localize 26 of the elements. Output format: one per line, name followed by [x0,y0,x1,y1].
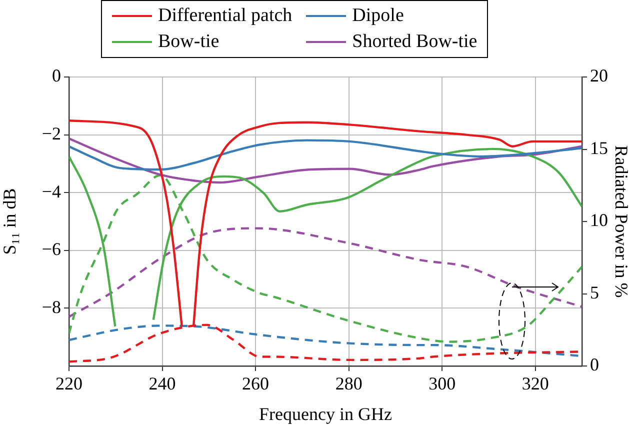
x-axis-title: Frequency in GHz [259,404,392,424]
legend-label: Bow-tie [158,31,220,53]
legend-label: Differential patch [158,5,292,27]
line-series [69,227,582,318]
x-tick-label: 280 [335,374,362,394]
y2-tick-label: 15 [590,138,608,158]
y2-tick-label: 20 [590,66,608,86]
line-series [69,137,582,184]
x-tick-label: 300 [428,374,456,394]
y-tick-label: −6 [42,239,61,260]
y2-axis-title: Radiated Power in % [611,145,631,298]
y-axis-title: S₁₁ in dB [0,188,20,255]
y-tick-label: 0 [52,66,61,86]
x-tick-label: 220 [56,374,82,394]
y-tick-label: −4 [42,181,61,202]
y-tick-label: −8 [42,296,61,317]
y-tick-label: −2 [42,124,61,144]
x-tick-label: 260 [242,374,270,394]
y2-tick-label: 0 [590,354,599,375]
x-tick-label: 240 [148,374,176,394]
y2-tick-label: 10 [590,210,608,230]
line-series [69,139,582,171]
legend-label: Shorted Bow-tie [352,31,478,53]
y2-tick-label: 5 [590,282,599,302]
legend-label: Dipole [352,5,404,27]
x-tick-label: 320 [522,374,549,394]
